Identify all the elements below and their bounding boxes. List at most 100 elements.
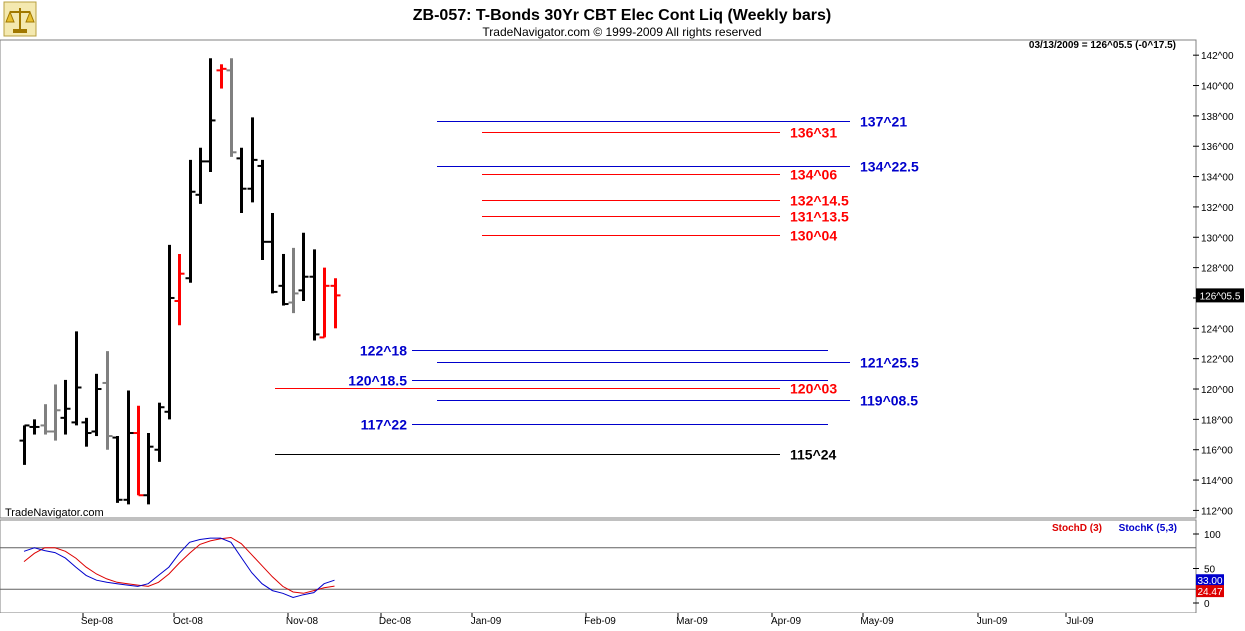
ohlc-bar — [205, 58, 216, 173]
ohlc-bar — [50, 384, 61, 441]
ohlc-bar — [143, 433, 154, 505]
time-tick-label: Jul-09 — [1066, 616, 1094, 627]
level-label: 137^21 — [860, 114, 907, 130]
level-label: 134^06 — [790, 167, 837, 183]
time-tick-label: Feb-09 — [584, 616, 616, 627]
price-tick-label: 112^00 — [1201, 506, 1233, 517]
price-tick-label: 118^00 — [1201, 415, 1233, 426]
level-label: 115^24 — [790, 447, 837, 463]
price-tick-label: 122^00 — [1201, 355, 1234, 366]
price-tick-label: 116^00 — [1201, 446, 1233, 457]
ohlc-bar — [330, 278, 341, 329]
ohlc-bar — [112, 436, 123, 503]
price-tick-label: 136^00 — [1201, 142, 1234, 153]
time-tick-label: Sep-08 — [81, 616, 114, 627]
time-tick-label: Nov-08 — [286, 616, 319, 627]
chart-title: ZB-057: T-Bonds 30Yr CBT Elec Cont Liq (… — [413, 7, 831, 24]
stochd-value-bg — [1196, 585, 1224, 598]
ohlc-bar — [123, 390, 134, 505]
ohlc-bar — [154, 402, 165, 462]
support-resistance-levels: 137^21 136^31 134^22.5 134^06 132^14.5131^13… — [275, 114, 919, 463]
price-panel — [0, 39, 1197, 519]
scales-icon — [3, 1, 37, 37]
ohlc-bar — [19, 424, 30, 465]
level-label: 132^14.5 — [790, 193, 849, 209]
level-label: 131^13.5 — [790, 209, 849, 225]
stochk-value-bg — [1196, 574, 1224, 587]
time-axis: Sep-08 Oct-08 Nov-08 Dec-08 Jan-09 Feb-09 Mar-… — [81, 613, 1094, 627]
current-price-box: 126^05.5 — [1196, 288, 1244, 303]
current-price-bg — [1196, 288, 1244, 303]
price-tick-label: 124^00 — [1201, 324, 1234, 335]
time-tick-label: May-09 — [860, 616, 894, 627]
last-price-info: 03/13/2009 = 126^05.5 (-0^17.5) — [1029, 40, 1176, 51]
level-label: 119^08.5 — [860, 393, 918, 409]
ohlc-bar — [298, 232, 309, 302]
level-label: 130^04 — [790, 228, 837, 244]
time-tick-label: Apr-09 — [771, 616, 801, 627]
price-tick-label: 142^00 — [1201, 51, 1234, 62]
level-label: 120^03 — [790, 381, 837, 397]
current-price-label: 126^05.5 — [1200, 291, 1241, 302]
stochk-legend: StochK (5,3) — [1119, 523, 1177, 534]
price-tick-label: 132^00 — [1201, 203, 1234, 214]
stochd-value-label: 24.47 — [1197, 587, 1222, 598]
ohlc-bar — [319, 267, 330, 339]
ohlc-bar — [195, 147, 206, 204]
title-bar — [0, 0, 1245, 40]
ohlc-bar — [257, 159, 268, 261]
ohlc-bar — [29, 419, 40, 435]
price-tick-label: 134^00 — [1201, 173, 1234, 184]
watermark-text: TradeNavigator.com — [5, 507, 104, 519]
ohlc-bar — [309, 249, 320, 341]
ohlc-bar — [40, 404, 51, 435]
price-tick-label: 140^00 — [1201, 82, 1234, 93]
price-tick-label: 138^00 — [1201, 112, 1234, 123]
ohlc-bar — [226, 58, 237, 157]
ohlc-bar — [236, 147, 247, 213]
stochd-legend: StochD (3) — [1052, 523, 1102, 534]
ohlc-bar — [216, 64, 227, 89]
ohlc-bar — [133, 405, 144, 497]
level-label: 122^18 — [360, 343, 407, 359]
ohlc-bar — [267, 212, 278, 294]
ohlc-bar — [60, 379, 71, 435]
stoch-tick-label: 50 — [1204, 565, 1216, 576]
stochastic-panel — [0, 519, 1197, 614]
level-label: 134^22.5 — [860, 159, 919, 175]
time-tick-label: Mar-09 — [676, 616, 708, 627]
time-tick-label: Jun-09 — [977, 616, 1008, 627]
ohlc-bar — [91, 373, 102, 437]
ohlc-bar — [102, 351, 113, 450]
ohlc-bar — [185, 159, 196, 283]
stochd-line — [23, 536, 335, 594]
ohlc-bar — [288, 247, 299, 314]
stochk-value-label: 33.00 — [1197, 576, 1222, 587]
level-label: 136^31 — [790, 125, 837, 141]
time-axis-band — [0, 613, 1245, 631]
ohlc-bar — [174, 253, 185, 326]
stoch-tick-label: 100 — [1204, 530, 1221, 541]
stochk-line — [23, 537, 335, 599]
price-tick-label: 114^00 — [1201, 476, 1233, 487]
stoch-tick-label: 0 — [1204, 599, 1210, 610]
ohlc-bar — [164, 244, 175, 420]
ohlc-bar — [81, 417, 92, 447]
price-tick-label: 120^00 — [1201, 385, 1234, 396]
level-label: 120^18.5 — [348, 373, 407, 389]
stochastic-axis: 0 50 100 — [0, 530, 1221, 610]
chart-subtitle: TradeNavigator.com © 1999-2009 All right… — [482, 25, 761, 39]
ohlc-bar — [247, 117, 258, 203]
level-label: 121^25.5 — [860, 355, 919, 371]
time-tick-label: Oct-08 — [173, 616, 203, 627]
ohlc-bar — [71, 331, 82, 426]
price-axis: 112^00 114^00 116^00 118^00 120^00 122^00 124^… — [1193, 51, 1234, 517]
price-tick-label: 130^00 — [1201, 233, 1234, 244]
ohlc-bar — [278, 253, 289, 306]
level-label: 117^22 — [361, 417, 408, 433]
time-tick-label: Jan-09 — [471, 616, 502, 627]
time-tick-label: Dec-08 — [379, 616, 412, 627]
